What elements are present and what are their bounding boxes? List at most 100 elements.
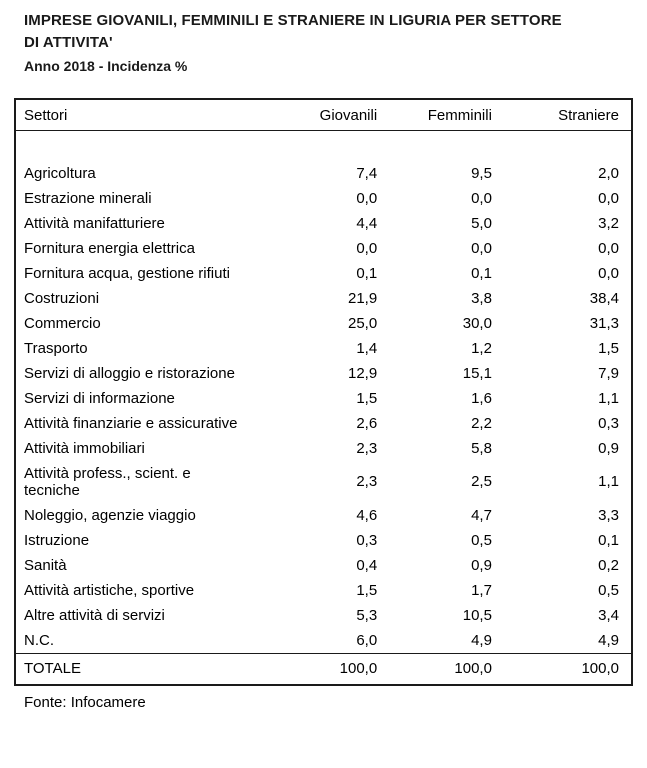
sector-incidence-table: Settori Giovanili Femminili Straniere Ag… [14, 97, 633, 686]
femminili-cell: 0,1 [471, 264, 492, 282]
giovanili-cell: 7,4 [356, 164, 378, 182]
total-label: TOTALE [15, 652, 271, 685]
table-header: Settori Giovanili Femminili Straniere [15, 98, 632, 131]
femminili-cell: 1,7 [471, 581, 492, 599]
straniere-cell: 0,9 [598, 439, 619, 457]
total-giovanili-cell: 100,0 [270, 652, 386, 685]
straniere-cell: 0,0 [598, 239, 619, 257]
giovanili-cell: 0,3 [356, 531, 378, 549]
giovanili-cell: 6,0 [356, 631, 378, 649]
table-row: N.C. 6,0 4,9 4,9 [15, 628, 632, 654]
straniere-cell: 1,5 [598, 339, 619, 357]
table-row: Attività manifatturiere 4,4 5,0 3,2 [15, 211, 632, 236]
sector-cell: Agricoltura [24, 164, 96, 182]
giovanili-cell: 0,1 [356, 264, 378, 282]
table-row: Attività profess., scient. e tecniche 2,… [15, 461, 632, 503]
straniere-cell: 4,9 [598, 631, 619, 649]
table-row: Fornitura acqua, gestione rifiuti 0,1 0,… [15, 261, 632, 286]
sector-cell: Servizi di alloggio e ristorazione [24, 364, 235, 382]
table-row: Attività artistiche, sportive 1,5 1,7 0,… [15, 578, 632, 603]
giovanili-cell: 1,5 [356, 581, 378, 599]
page-title: IMPRESE GIOVANILI, FEMMINILI E STRANIERE… [24, 12, 562, 51]
table-row: Servizi di informazione 1,5 1,6 1,1 [15, 386, 632, 411]
table-row: Estrazione minerali 0,0 0,0 0,0 [15, 186, 632, 211]
table-row: Agricoltura 7,4 9,5 2,0 [15, 161, 632, 186]
femminili-cell: 0,5 [471, 531, 492, 549]
femminili-cell: 2,2 [471, 414, 492, 432]
sector-cell: Estrazione minerali [24, 189, 152, 207]
table-footer: TOTALE 100,0 100,0 100,0 [15, 652, 632, 685]
giovanili-cell: 4,6 [356, 506, 378, 524]
table-row: Servizi di alloggio e ristorazione 12,9 … [15, 361, 632, 386]
table-row: Commercio 25,0 30,0 31,3 [15, 311, 632, 336]
table-body: Agricoltura 7,4 9,5 2,0 Estrazione miner… [15, 130, 632, 653]
straniere-cell: 0,0 [598, 264, 619, 282]
straniere-cell: 0,2 [598, 556, 619, 574]
spacer-cell [15, 130, 632, 161]
table-row: Attività immobiliari 2,3 5,8 0,9 [15, 436, 632, 461]
giovanili-cell: 2,3 [356, 473, 378, 490]
straniere-cell: 3,2 [598, 214, 619, 232]
sector-cell: Sanità [24, 556, 67, 574]
table-row: Attività finanziarie e assicurative 2,6 … [15, 411, 632, 436]
sector-cell: Attività manifatturiere [24, 214, 165, 232]
table-row: Noleggio, agenzie viaggio 4,6 4,7 3,3 [15, 503, 632, 528]
femminili-cell: 1,6 [471, 389, 492, 407]
giovanili-cell: 0,4 [356, 556, 378, 574]
femminili-cell: 5,0 [471, 214, 492, 232]
spacer-row [15, 130, 632, 161]
giovanili-cell: 2,6 [356, 414, 378, 432]
sector-cell: Fornitura energia elettrica [24, 239, 195, 257]
femminili-cell: 0,0 [471, 189, 492, 207]
giovanili-cell: 1,4 [356, 339, 378, 357]
sector-cell: Attività profess., scient. e tecniche [24, 464, 191, 499]
femminili-cell: 9,5 [471, 164, 492, 182]
sector-cell: Noleggio, agenzie viaggio [24, 506, 196, 524]
femminili-cell: 0,9 [471, 556, 492, 574]
giovanili-cell: 2,3 [356, 439, 378, 457]
femminili-cell: 2,5 [471, 473, 492, 490]
straniere-cell: 7,9 [598, 364, 619, 382]
source-note: Fonte: Infocamere [24, 693, 146, 711]
giovanili-cell: 4,4 [356, 214, 378, 232]
sector-cell: Altre attività di servizi [24, 606, 165, 624]
giovanili-cell: 0,0 [356, 239, 378, 257]
femminili-cell: 3,8 [471, 289, 492, 307]
giovanili-cell: 12,9 [347, 364, 378, 382]
giovanili-cell: 1,5 [356, 389, 378, 407]
giovanili-cell: 5,3 [356, 606, 378, 624]
giovanili-cell: 25,0 [347, 314, 378, 332]
straniere-cell: 38,4 [589, 289, 619, 307]
sector-cell: Trasporto [24, 339, 88, 357]
column-header-giovanili: Giovanili [270, 98, 386, 131]
straniere-cell: 3,3 [598, 506, 619, 524]
femminili-cell: 5,8 [471, 439, 492, 457]
straniere-cell: 0,1 [598, 531, 619, 549]
column-header-settori: Settori [15, 98, 271, 131]
giovanili-cell: 0,0 [356, 189, 378, 207]
straniere-cell: 0,5 [598, 581, 619, 599]
sector-cell: N.C. [24, 631, 54, 649]
femminili-cell: 1,2 [471, 339, 492, 357]
straniere-cell: 31,3 [589, 314, 619, 332]
total-row: TOTALE 100,0 100,0 100,0 [15, 652, 632, 685]
table-row: Sanità 0,4 0,9 0,2 [15, 553, 632, 578]
table-row: Trasporto 1,4 1,2 1,5 [15, 336, 632, 361]
femminili-cell: 15,1 [462, 364, 492, 382]
table-row: Fornitura energia elettrica 0,0 0,0 0,0 [15, 236, 632, 261]
header-row: Settori Giovanili Femminili Straniere [15, 98, 632, 131]
sector-cell: Attività immobiliari [24, 439, 145, 457]
table-row: Altre attività di servizi 5,3 10,5 3,4 [15, 603, 632, 628]
sector-cell: Costruzioni [24, 289, 100, 307]
sector-cell: Servizi di informazione [24, 389, 175, 407]
femminili-cell: 10,5 [462, 606, 492, 624]
total-femminili-cell: 100,0 [385, 652, 500, 685]
table-row: Costruzioni 21,9 3,8 38,4 [15, 286, 632, 311]
total-straniere-cell: 100,0 [499, 652, 632, 685]
femminili-cell: 30,0 [462, 314, 492, 332]
straniere-cell: 1,1 [598, 473, 619, 490]
sector-cell: Attività finanziarie e assicurative [24, 414, 238, 432]
straniere-cell: 0,3 [598, 414, 619, 432]
sector-cell: Fornitura acqua, gestione rifiuti [24, 264, 230, 282]
